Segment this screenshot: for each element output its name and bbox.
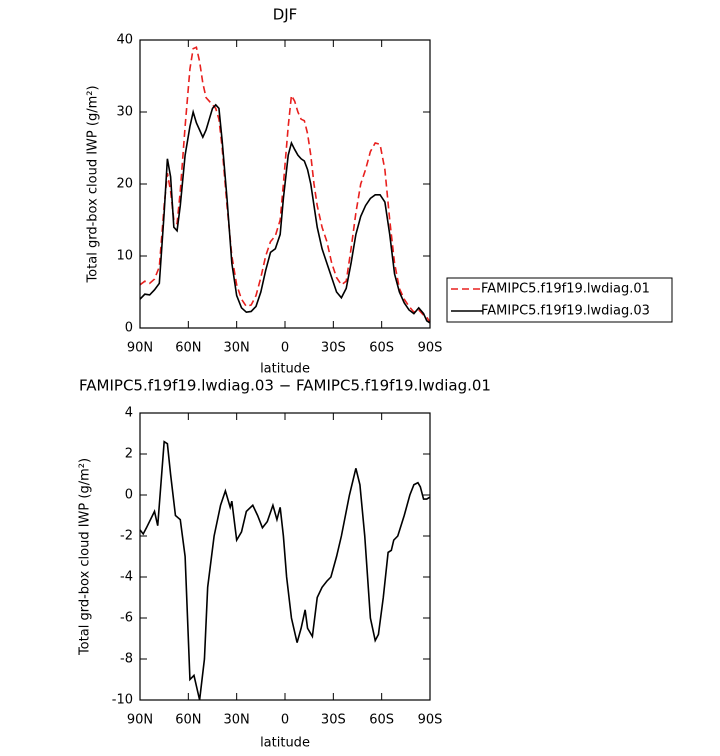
plot-frame bbox=[139, 412, 431, 701]
y-tick-label: 4 bbox=[125, 406, 133, 421]
legend-label: FAMIPC5.f19f19.lwdiag.01 bbox=[481, 282, 650, 297]
x-tick-label: 60N bbox=[175, 341, 201, 356]
y-axis-label: Total grd-box cloud IWP (g/m²) bbox=[86, 85, 101, 283]
data-line bbox=[139, 440, 431, 701]
legend-label: FAMIPC5.f19f19.lwdiag.03 bbox=[481, 304, 650, 319]
x-tick-label: 60S bbox=[369, 713, 394, 728]
chart-title: DJF bbox=[273, 6, 298, 24]
y-tick-label: -4 bbox=[120, 570, 133, 585]
x-tick-label: 60S bbox=[369, 341, 394, 356]
x-axis-label: latitude bbox=[260, 362, 310, 377]
y-tick-label: 10 bbox=[116, 249, 133, 264]
x-axis-label: latitude bbox=[260, 736, 310, 751]
y-tick-label: -10 bbox=[112, 693, 133, 708]
data-line bbox=[139, 103, 431, 324]
x-tick-label: 0 bbox=[281, 341, 289, 356]
y-tick-label: -6 bbox=[120, 611, 133, 626]
y-tick-label: -2 bbox=[120, 529, 133, 544]
y-tick-label: 20 bbox=[116, 177, 133, 192]
x-tick-label: 30S bbox=[321, 341, 346, 356]
x-tick-label: 90S bbox=[418, 713, 443, 728]
y-tick-label: 2 bbox=[125, 447, 133, 462]
x-tick-label: 0 bbox=[281, 713, 289, 728]
plot-frame bbox=[139, 39, 431, 329]
chart-title: FAMIPC5.f19f19.lwdiag.03 − FAMIPC5.f19f1… bbox=[79, 377, 491, 395]
x-tick-label: 30S bbox=[321, 713, 346, 728]
legend-box bbox=[446, 277, 673, 323]
y-tick-label: 0 bbox=[125, 488, 133, 503]
x-tick-label: 30N bbox=[224, 341, 250, 356]
x-tick-label: 60N bbox=[175, 713, 201, 728]
x-tick-label: 90N bbox=[127, 713, 153, 728]
y-tick-label: 0 bbox=[125, 321, 133, 336]
x-tick-label: 90S bbox=[418, 341, 443, 356]
data-line bbox=[139, 46, 431, 323]
x-tick-label: 90N bbox=[127, 341, 153, 356]
y-tick-label: 30 bbox=[116, 105, 133, 120]
y-tick-label: 40 bbox=[116, 33, 133, 48]
x-tick-label: 30N bbox=[224, 713, 250, 728]
y-axis-label: Total grd-box cloud IWP (g/m²) bbox=[78, 458, 93, 656]
y-tick-label: -8 bbox=[120, 652, 133, 667]
